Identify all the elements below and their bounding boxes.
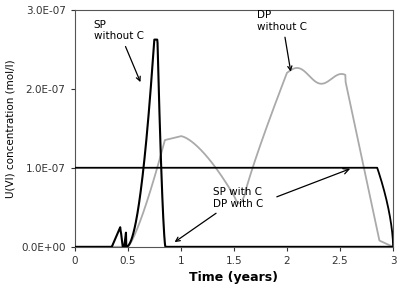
Text: DP
without C: DP without C: [257, 10, 306, 70]
Text: SP with C
DP with C: SP with C DP with C: [175, 187, 262, 241]
X-axis label: Time (years): Time (years): [189, 271, 278, 284]
Y-axis label: U(VI) concentration (mol/l): U(VI) concentration (mol/l): [6, 59, 16, 197]
Text: SP
without C: SP without C: [93, 20, 144, 81]
